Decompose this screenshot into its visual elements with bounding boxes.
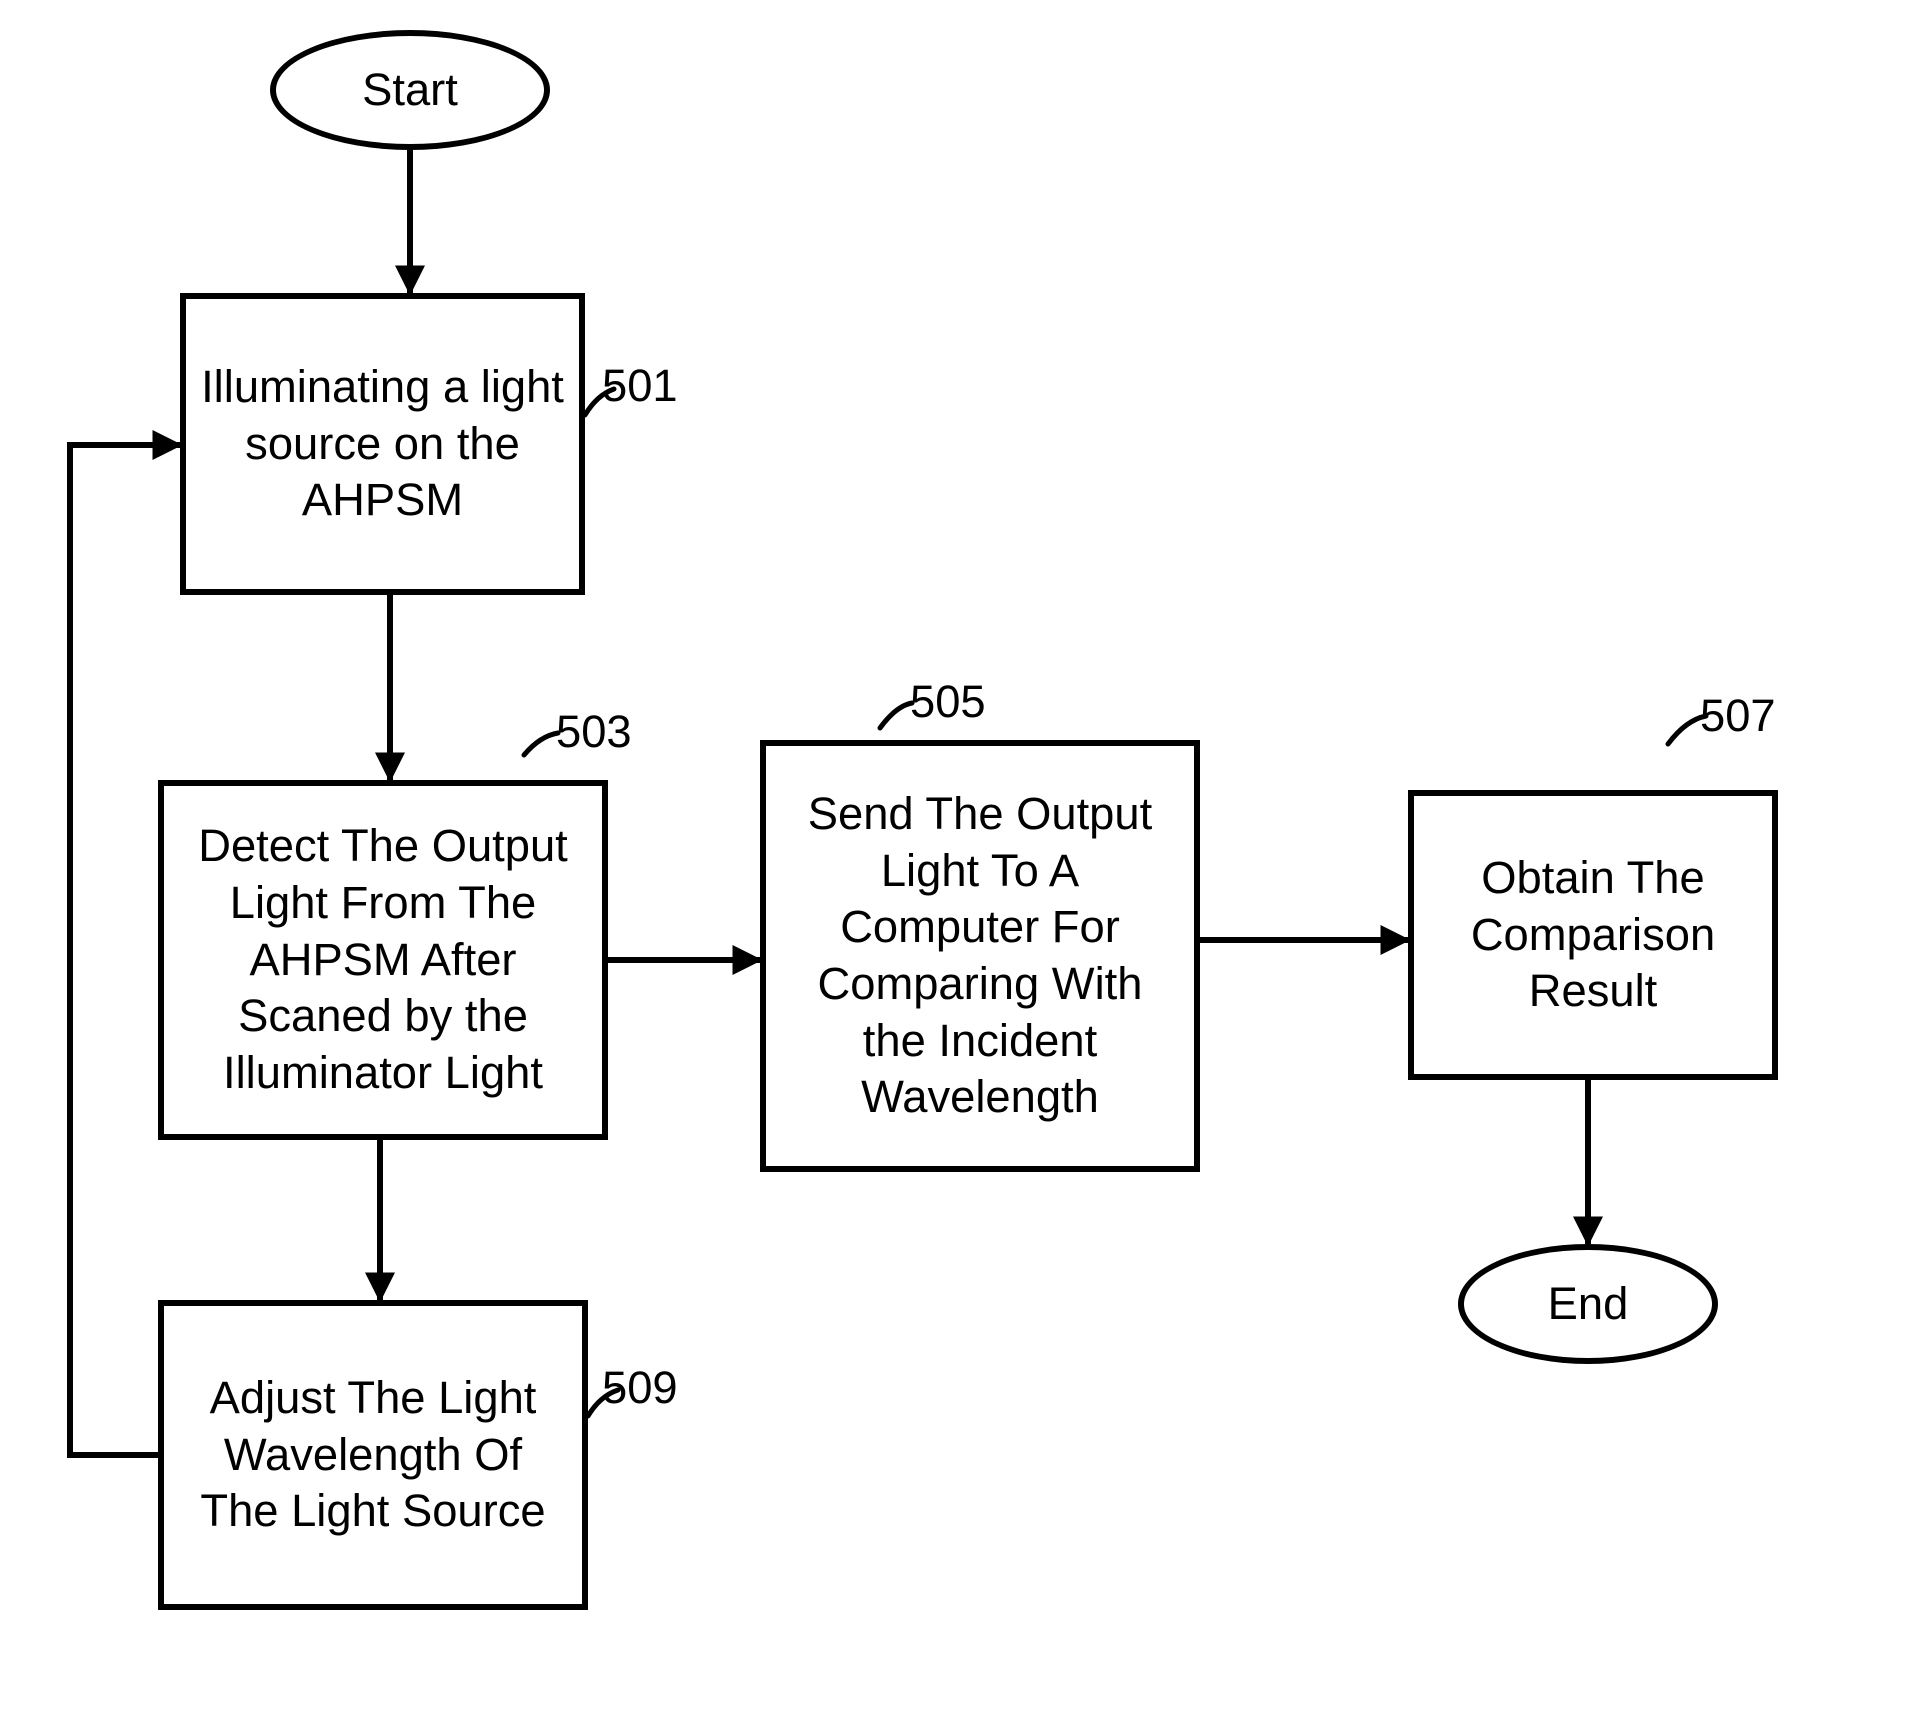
step-501: Illuminating a light source on the AHPSM	[180, 293, 585, 595]
callout-509-text: 509	[602, 1362, 678, 1413]
flowchart-canvas: Start End Illuminating a light source on…	[0, 0, 1921, 1712]
callout-507: 507	[1700, 690, 1776, 742]
callout-505-text: 505	[910, 676, 986, 727]
callout-503: 503	[556, 706, 632, 758]
step-505: Send The Output Light To A Computer For …	[760, 740, 1200, 1172]
step-503-label: Detect The Output Light From The AHPSM A…	[198, 818, 568, 1101]
callout-505: 505	[910, 676, 986, 728]
step-503: Detect The Output Light From The AHPSM A…	[158, 780, 608, 1140]
callout-507-text: 507	[1700, 690, 1776, 741]
callout-501-text: 501	[602, 360, 678, 411]
step-509-label: Adjust The Light Wavelength Of The Light…	[200, 1370, 545, 1540]
callout-509: 509	[602, 1362, 678, 1414]
start-node: Start	[270, 30, 550, 150]
end-label: End	[1548, 1278, 1629, 1330]
end-node: End	[1458, 1244, 1718, 1364]
step-505-label: Send The Output Light To A Computer For …	[808, 786, 1152, 1126]
step-501-label: Illuminating a light source on the AHPSM	[201, 359, 564, 529]
callout-leader-n503	[524, 733, 558, 755]
start-label: Start	[362, 64, 458, 116]
step-509: Adjust The Light Wavelength Of The Light…	[158, 1300, 588, 1610]
step-507-label: Obtain The Comparison Result	[1471, 850, 1715, 1020]
callout-leader-n505	[880, 703, 912, 728]
callout-501: 501	[602, 360, 678, 412]
callout-503-text: 503	[556, 706, 632, 757]
step-507: Obtain The Comparison Result	[1408, 790, 1778, 1080]
